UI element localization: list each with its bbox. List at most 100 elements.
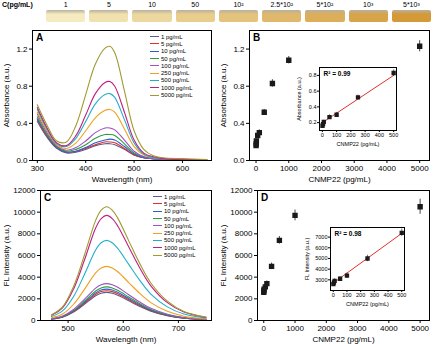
svg-text:Absorbance (a.u.): Absorbance (a.u.): [296, 77, 302, 121]
svg-text:8000: 8000: [18, 229, 36, 238]
html-text:10²: 10²: [233, 1, 244, 8]
svg-text:0: 0: [248, 316, 253, 325]
html-text:10 pg/mL: 10 pg/mL: [161, 48, 186, 55]
svg-text:5000: 5000: [411, 164, 429, 173]
html-text:2.5*10²: 2.5*10²: [270, 1, 293, 8]
svg-text:4000: 4000: [378, 164, 396, 173]
svg-text:1.2: 1.2: [16, 45, 28, 54]
svg-text:Wavelength (nm): Wavelength (nm): [96, 335, 157, 344]
svg-text:4000: 4000: [380, 324, 398, 333]
svg-text:10000: 10000: [230, 208, 253, 217]
svg-text:FL Intensity (a.u.): FL Intensity (a.u.): [304, 238, 310, 281]
svg-text:500: 500: [389, 132, 398, 138]
svg-text:5000: 5000: [411, 324, 429, 333]
svg-text:100: 100: [332, 132, 341, 138]
svg-text:CNMP22 (pg/mL): CNMP22 (pg/mL): [346, 301, 389, 307]
svg-text:0.2: 0.2: [309, 119, 317, 125]
svg-text:400: 400: [383, 292, 392, 298]
html-text:50 pg/mL: 50 pg/mL: [164, 215, 189, 222]
svg-text:0.4: 0.4: [309, 104, 317, 110]
svg-text:600: 600: [117, 324, 131, 333]
svg-text:500: 500: [127, 164, 141, 173]
svg-text:6000: 6000: [315, 245, 327, 251]
html-text:1000 pg/mL: 1000 pg/mL: [161, 84, 193, 91]
svg-text:CNMP22 (pg/mL): CNMP22 (pg/mL): [312, 335, 375, 344]
html-text:10 pg/mL: 10 pg/mL: [164, 208, 189, 215]
svg-text:7000: 7000: [315, 234, 327, 240]
svg-text:4000: 4000: [18, 273, 36, 282]
svg-text:3000: 3000: [349, 324, 367, 333]
svg-text:6000: 6000: [235, 251, 253, 260]
svg-text:0: 0: [262, 324, 267, 333]
svg-text:300: 300: [31, 164, 45, 173]
html-text:5*10³: 5*10³: [403, 1, 420, 8]
svg-text:CNMP22 (pg/mL): CNMP22 (pg/mL): [308, 175, 371, 184]
svg-text:0: 0: [31, 316, 36, 325]
svg-text:2000: 2000: [313, 164, 331, 173]
svg-text:700: 700: [172, 324, 186, 333]
svg-text:1000: 1000: [286, 324, 304, 333]
html-text:50: 50: [191, 1, 200, 8]
html-text:50 pg/mL: 50 pg/mL: [161, 55, 186, 62]
html-text:250 pg/mL: 250 pg/mL: [161, 70, 190, 77]
html-text:100 pg/mL: 100 pg/mL: [161, 62, 190, 69]
html-text:10: 10: [148, 1, 156, 8]
svg-text:100: 100: [342, 292, 351, 298]
svg-text:200: 200: [356, 292, 365, 298]
svg-text:8000: 8000: [235, 229, 253, 238]
svg-text:3000: 3000: [315, 277, 327, 283]
html-text:A: A: [36, 32, 44, 43]
svg-text:0.8: 0.8: [16, 82, 28, 91]
svg-text:R² = 0.99: R² = 0.99: [324, 70, 351, 77]
html-text:5 pg/mL: 5 pg/mL: [164, 200, 186, 207]
svg-text:12000: 12000: [230, 186, 253, 195]
svg-text:5000: 5000: [315, 255, 327, 261]
svg-text:CNMP22 (pg/mL): CNMP22 (pg/mL): [337, 141, 380, 147]
html-text:10³: 10³: [363, 1, 374, 8]
html-text:C: C: [44, 192, 52, 203]
html-text:B: B: [253, 32, 261, 43]
svg-text:500: 500: [61, 324, 75, 333]
svg-text:300: 300: [370, 292, 379, 298]
svg-text:Wavelength (nm): Wavelength (nm): [92, 175, 153, 184]
svg-text:1.2: 1.2: [233, 45, 245, 54]
svg-text:0.6: 0.6: [309, 88, 317, 94]
svg-text:10000: 10000: [13, 208, 36, 217]
svg-text:0.8: 0.8: [233, 82, 245, 91]
svg-text:R² = 0.98: R² = 0.98: [335, 230, 362, 237]
svg-text:Absorbance (a.u.): Absorbance (a.u.): [2, 63, 11, 127]
svg-text:300: 300: [361, 132, 370, 138]
svg-text:4000: 4000: [315, 266, 327, 272]
svg-text:2000: 2000: [235, 294, 253, 303]
svg-text:FL Intensity (a.u.): FL Intensity (a.u.): [2, 224, 11, 286]
svg-text:2000: 2000: [18, 294, 36, 303]
svg-text:3000: 3000: [345, 164, 363, 173]
svg-text:0.0: 0.0: [233, 156, 245, 165]
svg-text:500: 500: [397, 292, 406, 298]
svg-text:600: 600: [176, 164, 190, 173]
svg-text:FL Intensity (a.u.): FL Intensity (a.u.): [219, 224, 228, 286]
svg-text:0: 0: [321, 132, 324, 138]
svg-text:0: 0: [332, 292, 335, 298]
svg-text:0.0: 0.0: [16, 156, 28, 165]
html-text:5 pg/mL: 5 pg/mL: [161, 40, 183, 47]
svg-text:2000: 2000: [317, 324, 335, 333]
html-text:1 pg/mL: 1 pg/mL: [161, 33, 183, 40]
svg-text:400: 400: [375, 132, 384, 138]
svg-text:0: 0: [254, 164, 259, 173]
svg-text:1000: 1000: [280, 164, 298, 173]
html-text:D: D: [261, 192, 269, 203]
svg-text:4000: 4000: [235, 273, 253, 282]
svg-text:0.4: 0.4: [233, 119, 245, 128]
svg-text:6000: 6000: [18, 251, 36, 260]
html-text:500 pg/mL: 500 pg/mL: [161, 77, 190, 84]
svg-text:200: 200: [346, 132, 355, 138]
svg-text:Absorbance (a.u.): Absorbance (a.u.): [219, 63, 228, 127]
html-text:1 pg/mL: 1 pg/mL: [164, 193, 186, 200]
html-text:5*10²: 5*10²: [316, 1, 334, 8]
svg-text:400: 400: [79, 164, 93, 173]
html-text:C(pg/mL): C(pg/mL): [2, 1, 33, 8]
svg-text:0.8: 0.8: [309, 72, 317, 78]
svg-text:0.4: 0.4: [16, 119, 28, 128]
svg-text:12000: 12000: [13, 186, 36, 195]
